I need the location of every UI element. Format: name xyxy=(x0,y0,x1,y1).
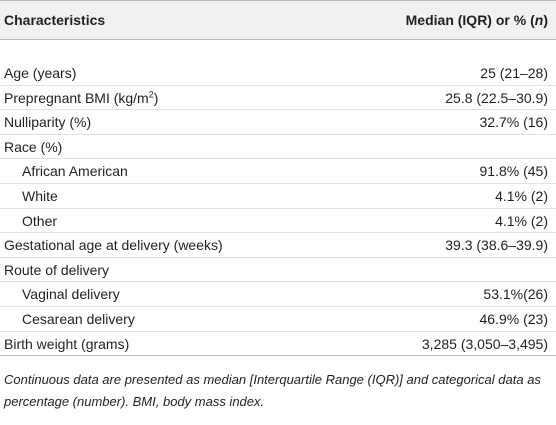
italic-part: n xyxy=(534,12,544,28)
table-row: Gestational age at delivery (weeks) 39.3 … xyxy=(0,233,556,258)
table-row: Other 4.1% (2) xyxy=(0,209,556,234)
row-value: 3,285 (3,050–3,495) xyxy=(421,335,548,352)
table-row: Birth weight (grams) 3,285 (3,050–3,495) xyxy=(0,332,556,357)
row-value: 53.1%(26) xyxy=(483,286,548,303)
text-part: Prepregnant BMI (kg/m xyxy=(4,89,149,106)
table-row: White 4.1% (2) xyxy=(0,184,556,209)
table-row: African American 91.8% (45) xyxy=(0,159,556,184)
row-value: 4.1% (2) xyxy=(495,188,548,204)
row-label: Birth weight (grams) xyxy=(4,335,130,352)
table-row: Prepregnant BMI (kg/m2) 25.8 (22.5–30.9) xyxy=(0,86,556,111)
text-part: Median (IQR) or % ( xyxy=(405,12,535,28)
row-label: Nulliparity (%) xyxy=(4,114,92,131)
table-header: Characteristics Median (IQR) or % (n) xyxy=(0,0,556,40)
row-label: African American xyxy=(22,163,128,180)
row-label: Gestational age at delivery (weeks) xyxy=(4,237,223,254)
text-part: ) xyxy=(153,89,159,106)
row-value: 4.1% (2) xyxy=(495,212,548,229)
row-label: Other xyxy=(22,212,58,229)
superscript: 2 xyxy=(148,88,154,99)
row-value: 91.8% (45) xyxy=(479,163,548,180)
row-value: 39.3 (38.6–39.9) xyxy=(445,237,548,254)
table-row: Cesarean delivery 46.9% (23) xyxy=(0,307,556,332)
row-label: Race (%) xyxy=(4,138,63,155)
row-value: 32.7% (16) xyxy=(479,114,548,131)
table-row: Route of delivery xyxy=(0,258,556,283)
row-value: 25 (21–28) xyxy=(480,65,548,81)
row-label: Cesarean delivery xyxy=(22,311,135,327)
footnote: Continuous data are presented as median … xyxy=(4,372,541,409)
table-row: Nulliparity (%) 32.7% (16) xyxy=(0,110,556,135)
header-cell: Characteristics xyxy=(4,12,106,28)
table-row: Age (years) 25 (21–28) xyxy=(0,61,556,86)
row-value: 25.8 (22.5–30.9) xyxy=(445,89,548,106)
row-label: Prepregnant BMI (kg/m2) xyxy=(4,88,159,106)
row-label: White xyxy=(22,188,58,204)
row-label: Route of delivery xyxy=(4,261,110,278)
row-value: 46.9% (23) xyxy=(479,311,548,327)
row-label: Age (years) xyxy=(4,65,77,81)
table-row: Vaginal delivery 53.1%(26) xyxy=(0,282,556,307)
row-label: Vaginal delivery xyxy=(22,286,120,303)
table-row: Race (%) xyxy=(0,135,556,160)
text-part: ) xyxy=(543,12,548,28)
header-cell: Median (IQR) or % (n) xyxy=(406,12,548,28)
